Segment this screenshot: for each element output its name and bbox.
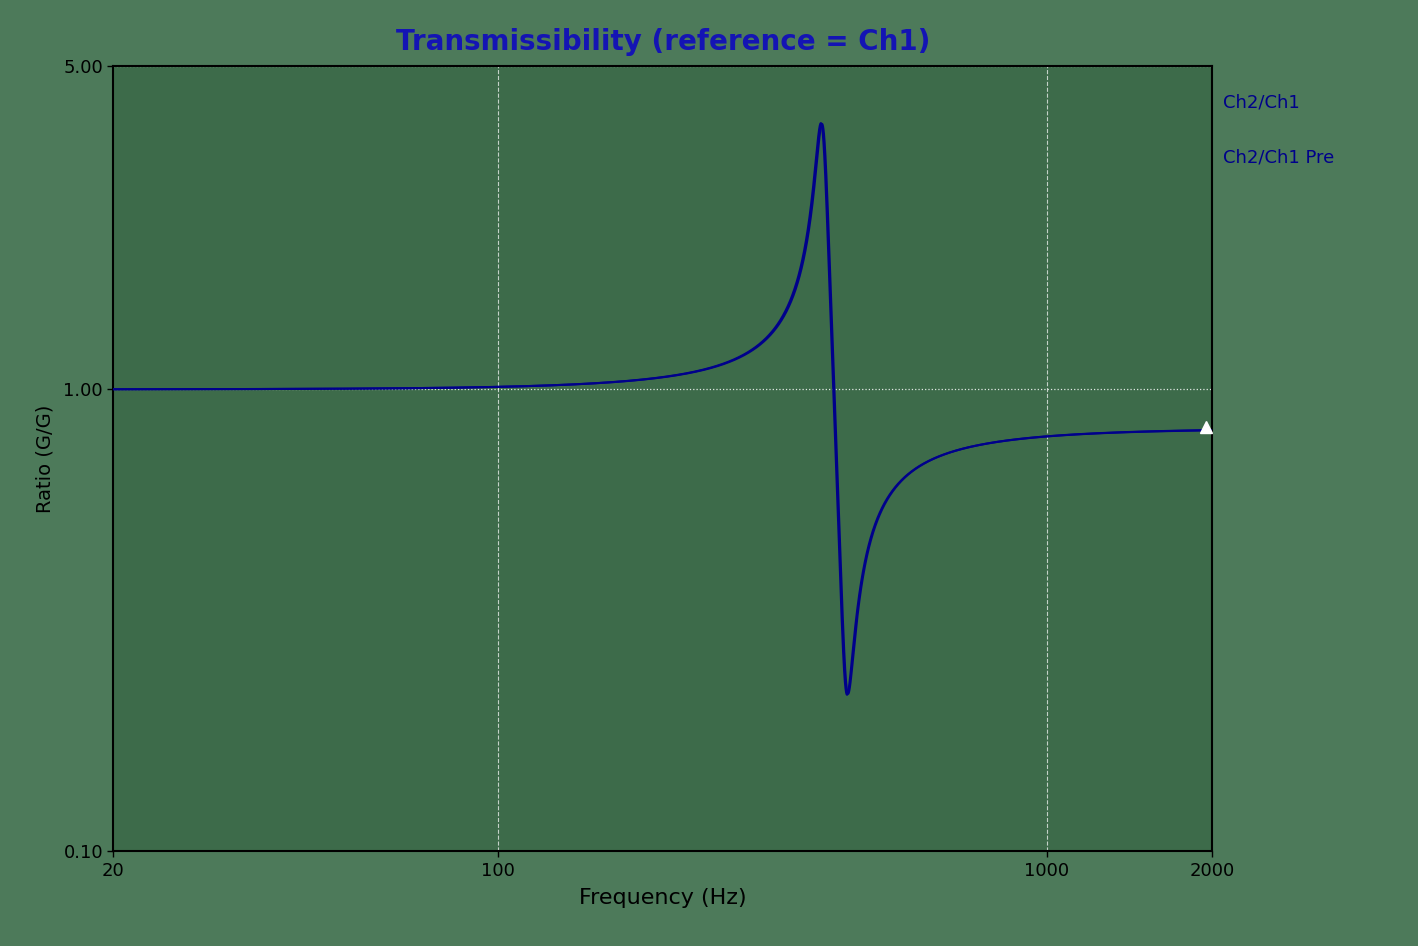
Y-axis label: Ratio (G/G): Ratio (G/G) — [35, 405, 55, 513]
Title: Transmissibility (reference = Ch1): Transmissibility (reference = Ch1) — [396, 27, 930, 56]
Text: Ch2/Ch1: Ch2/Ch1 — [1224, 94, 1300, 112]
X-axis label: Frequency (Hz): Frequency (Hz) — [579, 888, 747, 908]
Text: Ch2/Ch1 Pre: Ch2/Ch1 Pre — [1224, 149, 1334, 166]
